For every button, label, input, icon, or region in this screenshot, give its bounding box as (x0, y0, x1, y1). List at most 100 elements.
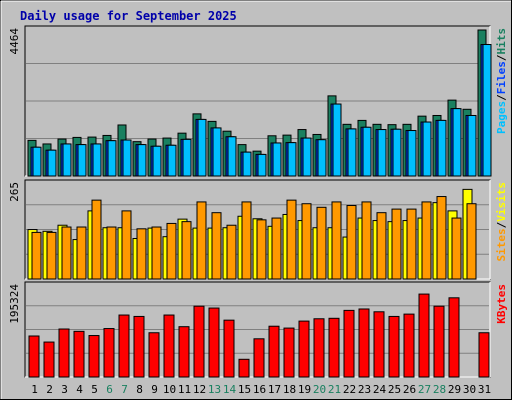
bar-kbytes (418, 293, 430, 378)
panel-legend: Pages/Files/Hits (495, 28, 508, 134)
bar-sites (91, 199, 102, 280)
bar-kbytes (208, 307, 220, 378)
bar-kbytes (373, 311, 385, 378)
bar-sites (196, 201, 207, 280)
bar-sites (166, 222, 177, 280)
bar-kbytes (478, 332, 490, 378)
bar-kbytes (193, 305, 205, 378)
x-tick-label: 1 (31, 383, 38, 396)
bar-pages (77, 144, 87, 177)
legend-entry: / (495, 54, 508, 61)
bar-kbytes (268, 325, 280, 378)
bar-sites (406, 208, 417, 280)
bar-kbytes (163, 314, 175, 378)
x-tick-label: 6 (106, 383, 113, 396)
panel-kbytes: 195324 KBytes (8, 281, 508, 378)
bar-sites (316, 206, 327, 280)
bar-sites (46, 231, 57, 280)
bar-pages (122, 139, 132, 177)
x-tick-label: 13 (208, 383, 221, 396)
bar-kbytes (118, 314, 130, 378)
bar-kbytes (283, 327, 295, 378)
bar-sites (436, 196, 447, 280)
bar-kbytes (223, 319, 235, 378)
series-kbytes (28, 293, 490, 378)
bar-sites (256, 219, 267, 280)
x-tick-label: 15 (238, 383, 251, 396)
bar-sites (61, 226, 72, 280)
x-tick-label: 17 (268, 383, 281, 396)
bar-pages (107, 140, 117, 177)
bar-kbytes (358, 308, 370, 378)
bar-pages (302, 137, 312, 177)
bar-sites (211, 212, 222, 280)
x-tick-label: 31 (478, 383, 491, 396)
x-tick-label: 9 (151, 383, 158, 396)
bar-kbytes (403, 313, 415, 378)
bar-pages (392, 128, 402, 177)
legend-entry: KBytes (495, 284, 508, 324)
bar-sites (451, 217, 462, 280)
x-tick-label: 26 (403, 383, 416, 396)
panel-legend: KBytes (495, 284, 508, 324)
y-max-label: 265 (8, 182, 21, 202)
bar-kbytes (313, 318, 325, 378)
bar-pages (197, 118, 207, 177)
panel-legend: Sites/Visits (495, 182, 508, 262)
chart-panels: 4464 Pages/Files/Hits 265 Sites/Visits 19532… (8, 25, 508, 378)
x-tick-label: 27 (418, 383, 431, 396)
bar-sites (226, 224, 237, 280)
x-axis-tick-labels: 1 2 3 4 5 6 7 8 9 10 11 12 13 14 15 16 17 18 19 20 21 22 23 24 2… (31, 383, 491, 396)
bar-pages (347, 128, 357, 177)
bar-pages (362, 126, 372, 177)
bar-pages (437, 119, 447, 177)
bar-kbytes (133, 315, 145, 378)
bar-kbytes (178, 326, 190, 378)
bar-pages (332, 103, 342, 177)
bar-pages (317, 139, 327, 177)
x-tick-label: 25 (388, 383, 401, 396)
bar-sites (376, 212, 387, 280)
bar-kbytes (148, 332, 160, 378)
x-tick-label: 29 (448, 383, 461, 396)
x-tick-label: 10 (163, 383, 176, 396)
bar-sites (181, 221, 192, 280)
legend-entry: Visits (495, 182, 508, 222)
bar-pages (377, 129, 387, 177)
bar-pages (152, 145, 162, 177)
bar-pages (467, 114, 477, 177)
bar-pages (257, 153, 267, 177)
series-sites (31, 196, 477, 280)
x-tick-label: 28 (433, 383, 446, 396)
bar-kbytes (448, 297, 460, 378)
y-max-label: 195324 (8, 284, 21, 324)
bar-pages (272, 142, 282, 177)
x-tick-label: 18 (283, 383, 296, 396)
x-tick-label: 7 (121, 383, 128, 396)
legend-entry: Hits (495, 28, 508, 55)
x-tick-label: 8 (136, 383, 143, 396)
x-tick-label: 12 (193, 383, 206, 396)
bar-sites (361, 201, 372, 280)
bar-sites (331, 201, 342, 280)
bar-pages (167, 144, 177, 177)
x-tick-label: 11 (178, 383, 191, 396)
bar-pages (62, 143, 72, 177)
series-pages (32, 44, 492, 177)
bar-kbytes (433, 305, 445, 378)
bar-pages (137, 144, 147, 177)
legend-entry: Files (495, 61, 508, 94)
bar-sites (391, 208, 402, 280)
y-max-label: 4464 (8, 28, 21, 55)
bar-sites (241, 201, 252, 280)
panel-visits_sites: 265 Sites/Visits (8, 179, 508, 280)
bar-sites (346, 205, 357, 280)
bar-pages (422, 121, 432, 177)
bar-sites (421, 201, 432, 280)
bar-kbytes (328, 317, 340, 378)
bar-kbytes (253, 338, 265, 378)
x-tick-label: 5 (91, 383, 98, 396)
x-tick-label: 16 (253, 383, 266, 396)
bar-sites (466, 203, 477, 280)
